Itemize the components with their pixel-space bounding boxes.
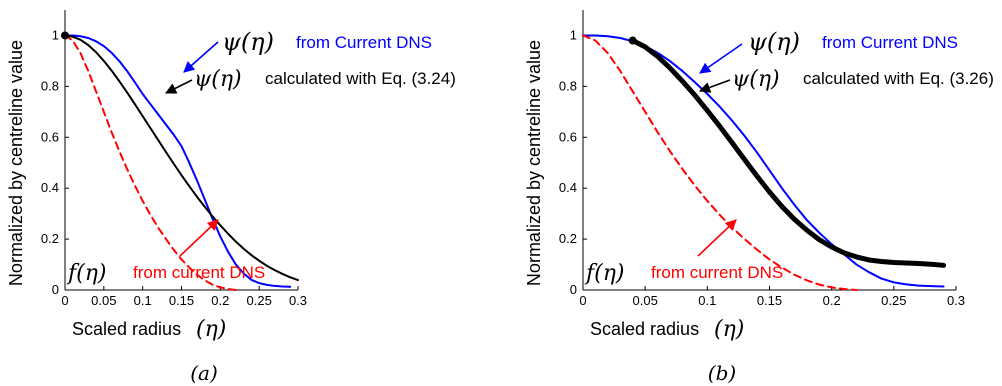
x-axis-symbol-a: (η) — [196, 317, 226, 342]
annotation-f-dns-a: f(η) from current DNS — [66, 219, 265, 286]
y-axis-label-b: Normalized by centreline value — [524, 40, 544, 286]
plot-area-a: 0 0.05 0.1 0.15 0.2 0.25 0.3 0 0.2 0.4 0.6 0.8 1 — [41, 10, 307, 308]
x-axis-symbol-b: (η) — [714, 317, 744, 342]
x-tick-label: 0.25 — [881, 293, 906, 308]
annotation-text: calculated with Eq. (3.26) — [803, 69, 994, 88]
x-tick-label: 0.2 — [211, 293, 229, 308]
panel-a: 0 0.05 0.1 0.15 0.2 0.25 0.3 0 0.2 0.4 0.6 0.8 1 ψ(η… — [6, 10, 456, 385]
x-tick-label: 0.3 — [289, 293, 307, 308]
x-tick-label: 0.25 — [247, 293, 272, 308]
annotation-math: f(η) — [66, 261, 107, 286]
series-line-1 — [630, 38, 947, 268]
annotation-psi-eq-b: ψ(η) calculated with Eq. (3.26) — [698, 67, 994, 93]
x-tick-label: 0.3 — [947, 293, 965, 308]
data-point-marker — [61, 31, 69, 40]
x-tick-label: 0 — [61, 293, 68, 308]
x-tick-label: 0.15 — [757, 293, 782, 308]
arrow-psi-dns-a — [183, 41, 219, 73]
annotation-text: from Current DNS — [822, 33, 958, 52]
annotation-text: from current DNS — [133, 263, 265, 282]
y-tick-label: 1 — [570, 27, 577, 42]
x-tick-label: 0.1 — [134, 293, 152, 308]
arrow-psi-eq-b — [698, 79, 731, 93]
y-tick-label: 0.8 — [559, 78, 577, 93]
annotation-psi-dns-a: ψ(η) from Current DNS — [183, 28, 432, 73]
y-tick-label: 0 — [570, 282, 577, 297]
y-tick-label: 0 — [52, 282, 59, 297]
plot-area-b: 0 0.05 0.1 0.15 0.2 0.25 0.3 0 0.2 0.4 0.6 0.8 1 — [559, 10, 965, 308]
panel-b: 0 0.05 0.1 0.15 0.2 0.25 0.3 0 0.2 0.4 0.6 0.8 1 ψ(η… — [524, 10, 994, 385]
y-axis-label-a: Normalized by centreline value — [6, 40, 26, 286]
annotation-math: ψ(η) — [748, 28, 800, 56]
x-tick-label: 0 — [579, 293, 586, 308]
x-tick-label: 0.1 — [698, 293, 716, 308]
annotation-math: ψ(η) — [732, 67, 780, 92]
x-axis-label-a: Scaled radius — [72, 319, 181, 339]
series-line-0 — [64, 34, 292, 288]
panel-label-a: (a) — [190, 361, 218, 385]
arrow-psi-eq-a — [164, 79, 193, 94]
x-tick-label: 0.15 — [169, 293, 194, 308]
x-tick-label: 0.2 — [823, 293, 841, 308]
y-tick-label: 0.6 — [41, 129, 59, 144]
annotation-f-dns-b: f(η) from current DNS — [584, 219, 783, 286]
y-tick-label: 0.4 — [41, 180, 59, 195]
x-tick-label: 0.05 — [633, 293, 658, 308]
arrow-psi-dns-b — [699, 43, 743, 74]
annotation-math: f(η) — [584, 261, 625, 286]
panel-label-b: (b) — [708, 361, 736, 385]
arrow-f-dns-a — [179, 219, 219, 257]
y-tick-label: 0.4 — [559, 180, 577, 195]
x-axis-label-b: Scaled radius — [590, 319, 699, 339]
y-tick-label: 0.8 — [41, 78, 59, 93]
annotation-math: ψ(η) — [222, 28, 274, 56]
annotation-math: ψ(η) — [194, 67, 242, 92]
annotation-text: from Current DNS — [296, 33, 432, 52]
series-line-2 — [582, 34, 858, 291]
series-line-1 — [64, 34, 299, 282]
data-point-marker — [628, 36, 637, 45]
x-tick-label: 0.05 — [91, 293, 116, 308]
y-tick-label: 0.2 — [559, 231, 577, 246]
arrow-f-dns-b — [697, 219, 737, 257]
y-tick-label: 0.2 — [41, 231, 59, 246]
series-line-2 — [64, 34, 237, 291]
annotation-psi-dns-b: ψ(η) from Current DNS — [699, 28, 958, 74]
annotation-text: from current DNS — [651, 263, 783, 282]
y-tick-label: 1 — [52, 27, 59, 42]
y-tick-label: 0.6 — [559, 129, 577, 144]
annotation-text: calculated with Eq. (3.24) — [265, 69, 456, 88]
annotation-psi-eq-a: ψ(η) calculated with Eq. (3.24) — [164, 67, 456, 94]
